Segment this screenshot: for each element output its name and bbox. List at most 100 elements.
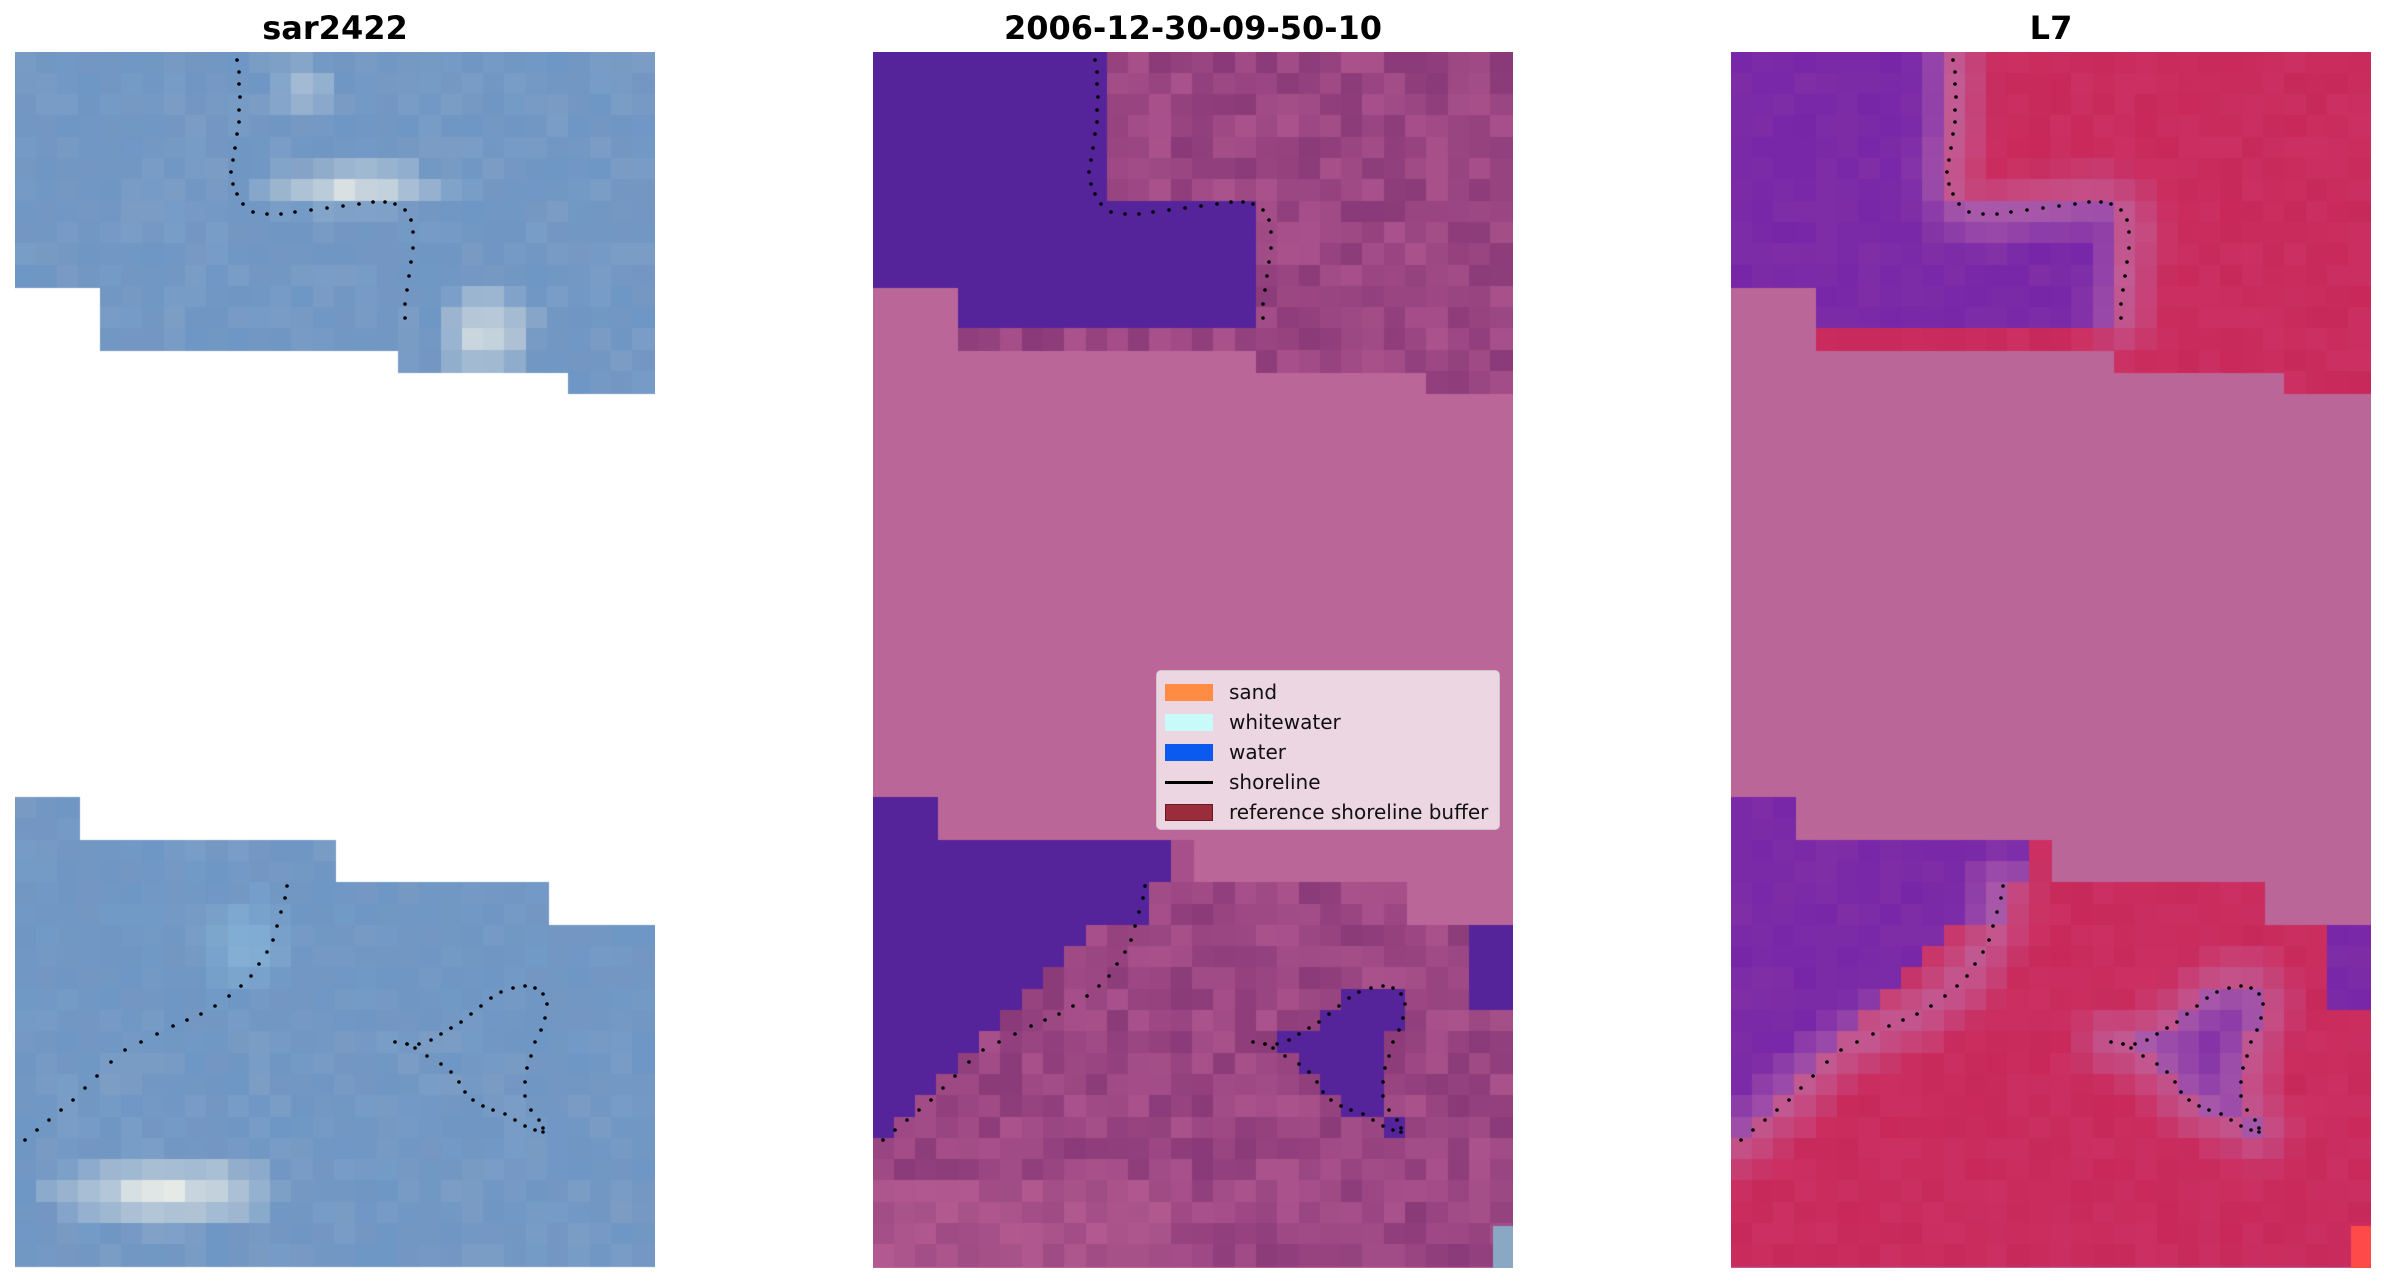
legend-line-shoreline (1165, 780, 1213, 784)
shoreline-point (1775, 1108, 1779, 1112)
shoreline-point (529, 1108, 533, 1112)
shoreline-point (533, 1040, 537, 1044)
shoreline-point (239, 984, 243, 988)
shoreline-point (2215, 990, 2219, 994)
shoreline-point (1137, 910, 1141, 914)
shoreline-point (499, 990, 503, 994)
rgb-image-panel (15, 52, 655, 1268)
shoreline-point (2125, 260, 2129, 264)
shoreline-point (1871, 1032, 1875, 1036)
shoreline-point (479, 1004, 483, 1008)
shoreline-point (2207, 1108, 2211, 1112)
shoreline-point (537, 1118, 541, 1122)
shoreline-point (2127, 230, 2131, 234)
shoreline-point (1947, 182, 1951, 186)
shoreline-point (1057, 1012, 1061, 1016)
shoreline-point (2245, 1054, 2249, 1058)
shoreline-point (2219, 1112, 2223, 1116)
shoreline-point (1337, 1004, 1341, 1008)
shoreline-point (2245, 1108, 2249, 1112)
shoreline-point (2261, 1002, 2265, 1006)
shoreline-point (309, 208, 313, 212)
shoreline-point (1361, 1112, 1365, 1116)
shoreline-point (2109, 202, 2113, 206)
shoreline-point (405, 1042, 409, 1046)
shoreline-point (2257, 1126, 2261, 1130)
shoreline-point (1089, 158, 1093, 162)
shoreline-point (1999, 896, 2003, 900)
shoreline-point (2109, 1040, 2113, 1044)
shoreline-point (1287, 1038, 1291, 1042)
shoreline-point (241, 202, 245, 206)
shoreline-point (83, 1086, 87, 1090)
shoreline-point (941, 1086, 945, 1090)
shoreline-point (1739, 1138, 1743, 1142)
shoreline-point (411, 230, 415, 234)
shoreline-point (279, 212, 283, 216)
shoreline-point (403, 208, 407, 212)
shoreline-point (1381, 1124, 1385, 1128)
shoreline-point (185, 1018, 189, 1022)
shoreline-point (953, 1074, 957, 1078)
shoreline-point (1115, 962, 1119, 966)
shoreline-point (2121, 1042, 2125, 1046)
shoreline-point (257, 962, 261, 966)
shoreline-point (541, 1130, 545, 1134)
shoreline-point (235, 192, 239, 196)
shoreline-point (231, 182, 235, 186)
shoreline-point (457, 1080, 461, 1084)
shoreline-point (2241, 1066, 2245, 1070)
shoreline-point (1297, 1062, 1301, 1066)
shoreline-point (523, 1080, 527, 1084)
shoreline-point (1093, 192, 1097, 196)
shoreline-point (463, 1090, 467, 1094)
shoreline-point (1349, 1108, 1353, 1112)
legend-label: water (1229, 740, 1286, 764)
shoreline-point (1951, 192, 1955, 196)
shoreline-point (1263, 1042, 1267, 1046)
shoreline-point (511, 986, 515, 990)
shoreline-point (2227, 986, 2231, 990)
legend-swatch-sand (1165, 683, 1213, 701)
shoreline-point (238, 95, 242, 99)
shoreline-point (1901, 1018, 1905, 1022)
legend-item-shoreline: shoreline (1165, 767, 1491, 797)
shoreline-point (1141, 896, 1145, 900)
panel-title-classified: 2006-12-30-09-50-10 (1003, 9, 1383, 47)
shoreline-point (1953, 108, 1957, 112)
shoreline-point (1261, 208, 1265, 212)
shoreline-point (1327, 1012, 1331, 1016)
shoreline-point (1391, 1040, 1395, 1044)
shoreline-point (1097, 984, 1101, 988)
shoreline-overlay-classified (881, 58, 1407, 1142)
shoreline-point (1167, 208, 1171, 212)
shoreline-point (2195, 1004, 2199, 1008)
shoreline-point (393, 1040, 397, 1044)
shoreline-point (503, 1112, 507, 1116)
shoreline-point (2155, 1062, 2159, 1066)
legend-swatch-water (1165, 743, 1213, 761)
shoreline-point (2205, 996, 2209, 1000)
shoreline-point (1995, 910, 1999, 914)
shoreline-point (2001, 884, 2005, 888)
shoreline-point (1261, 316, 1265, 320)
shoreline-point (325, 206, 329, 210)
shoreline-point (123, 1048, 127, 1052)
shoreline-point (1391, 986, 1395, 990)
shoreline-point (1387, 1108, 1391, 1112)
shoreline-point (275, 924, 279, 928)
shoreline-point (1811, 1074, 1815, 1078)
shoreline-point (1399, 992, 1403, 996)
shoreline-point (1267, 260, 1271, 264)
shoreline-point (525, 1066, 529, 1070)
shoreline-point (2133, 1042, 2137, 1046)
shoreline-point (471, 1098, 475, 1102)
shoreline-point (2073, 202, 2077, 206)
legend-swatch-whitewater (1165, 713, 1213, 731)
shoreline-point (1183, 206, 1187, 210)
shoreline-point (2129, 1046, 2133, 1050)
shoreline-point (213, 1004, 217, 1008)
shoreline-point (237, 70, 241, 74)
shoreline-point (1123, 212, 1127, 216)
shoreline-point (1133, 924, 1137, 928)
